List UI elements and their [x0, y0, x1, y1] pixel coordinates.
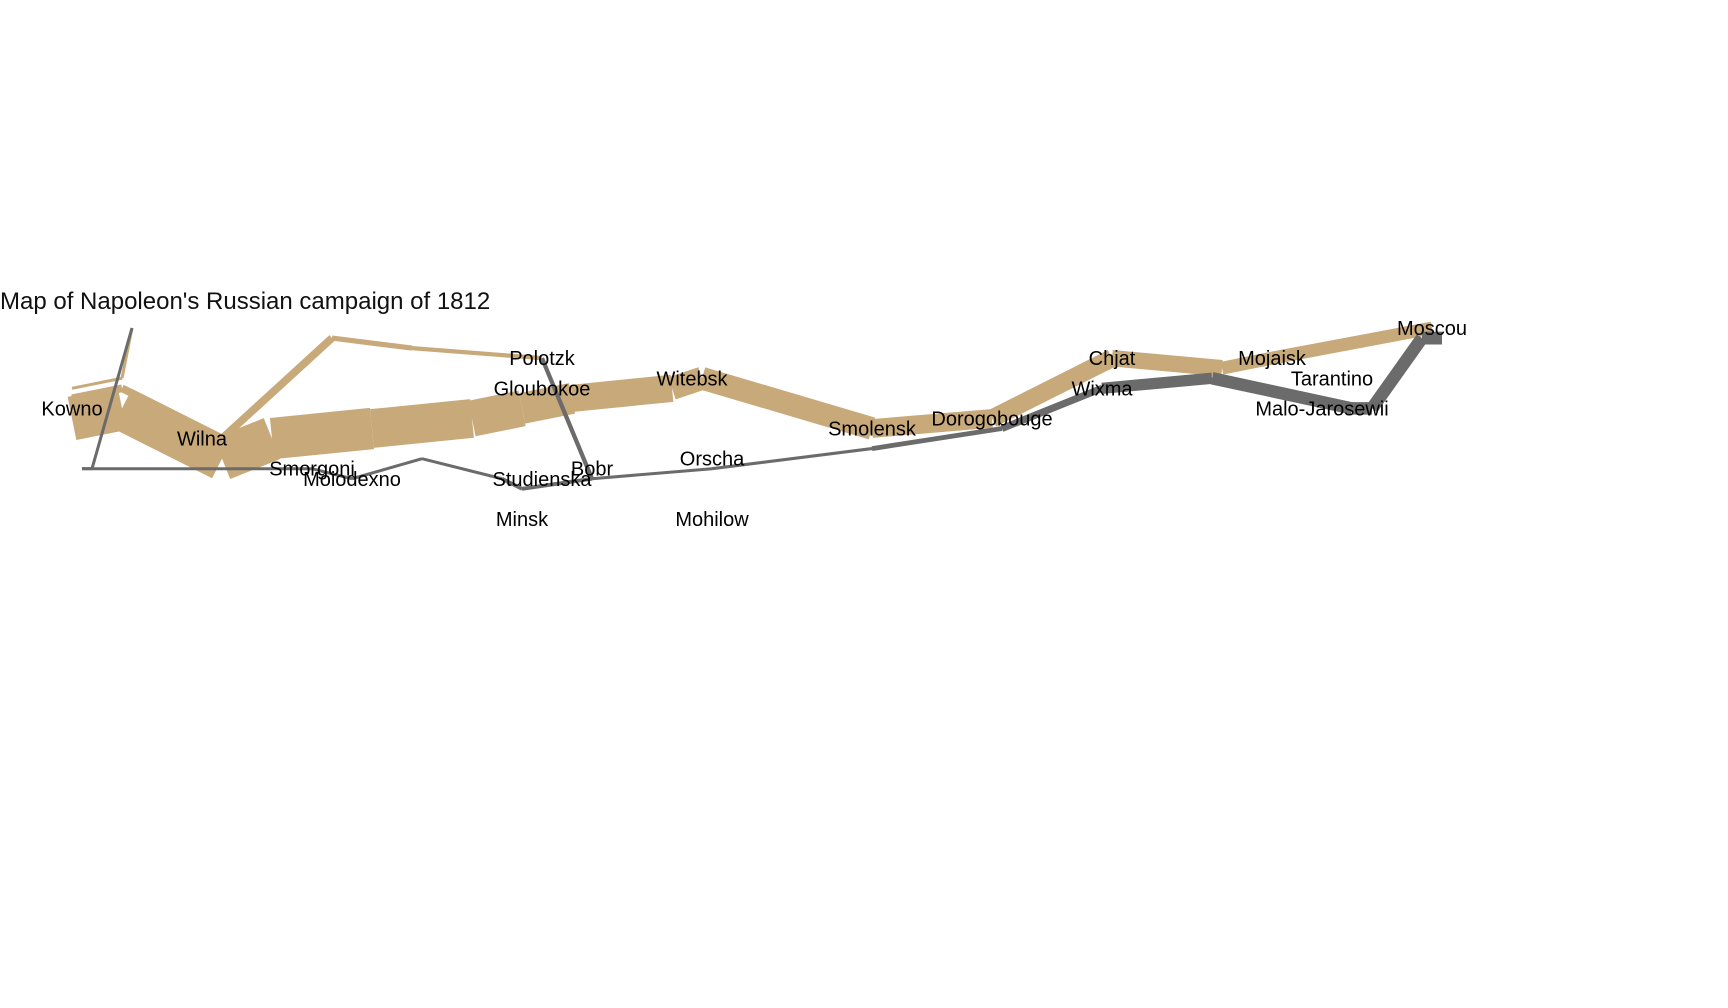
- advance-segment-group1-2: [213, 418, 281, 480]
- advance-segment-group1-0: [67, 386, 127, 441]
- retreat-segment-group2-2: [501, 477, 523, 491]
- advance-segment-group2-3: [331, 335, 413, 351]
- advance-segment-group1-4: [370, 399, 474, 448]
- retreat-segment-group1-3: [1210, 372, 1354, 415]
- retreat-segment-group1-7: [711, 447, 873, 471]
- city-label-mohilow: Mohilow: [675, 509, 749, 531]
- retreat-segment-group1-1: [1366, 334, 1428, 413]
- retreat-segment-group1-13: [311, 467, 353, 481]
- retreat-segment-group2-1: [521, 476, 593, 491]
- advance-segment-group1-9: [698, 367, 876, 440]
- advance-segment-group1-8: [668, 367, 706, 400]
- city-label-chjat: Chjat: [1089, 348, 1136, 370]
- city-label-polotzk: Polotzk: [509, 348, 576, 370]
- city-label-smolensk: Smolensk: [828, 419, 917, 441]
- advance-segment-group1-1: [112, 388, 232, 479]
- advance-segment-group2-2: [219, 335, 335, 442]
- city-label-malo-jarosewii: Malo-Jarosewii: [1255, 398, 1388, 420]
- map-title: Map of Napoleon's Russian campaign of 18…: [0, 288, 491, 315]
- advance-segment-group1-5: [468, 390, 526, 437]
- city-label-tarantino: Tarantino: [1291, 368, 1373, 390]
- city-label-bobr: Bobr: [571, 459, 614, 481]
- retreat-segment-group2-0: [540, 357, 594, 480]
- city-label-wilna: Wilna: [177, 429, 228, 451]
- retreat-segment-group1-12: [351, 457, 423, 481]
- advance-segment-group1-3: [269, 407, 375, 460]
- city-label-mojaisk: Mojaisk: [1238, 348, 1307, 370]
- retreat-segment-group1-6: [871, 426, 1003, 451]
- retreat-segment-group1-11: [421, 457, 503, 481]
- advance-segment-group1-14: [1270, 321, 1434, 365]
- retreat-segment-group1-8: [591, 467, 713, 481]
- advance-segment-group1-10: [871, 409, 993, 438]
- advance-segment-group2-1: [120, 384, 224, 443]
- retreat-segment-group1-4: [1101, 372, 1213, 394]
- advance-segment-group1-6: [518, 383, 576, 424]
- city-label-orscha: Orscha: [680, 449, 745, 471]
- city-label-studienska: Studienska: [493, 469, 593, 491]
- city-label-wixma: Wixma: [1071, 378, 1133, 400]
- city-label-minsk: Minsk: [496, 509, 549, 531]
- advance-segment-group3-0: [71, 376, 123, 390]
- city-label-smorgoni: Smorgoni: [269, 459, 355, 481]
- army-flow-layer: [67, 321, 1442, 491]
- city-label-dorogobouge: Dorogobouge: [931, 408, 1052, 430]
- retreat-segment-group3-0: [90, 327, 134, 470]
- advance-segment-group1-11: [987, 350, 1117, 427]
- city-label-kowno: Kowno: [41, 398, 102, 420]
- advance-segment-group1-7: [570, 374, 674, 412]
- advance-segment-group2-4: [411, 345, 543, 361]
- retreat-segment-group1-5: [1000, 384, 1104, 432]
- advance-segment-group1-12: [1111, 349, 1223, 377]
- city-label-witebsk: Witebsk: [656, 368, 728, 390]
- city-label-moscou: Moscou: [1397, 318, 1467, 340]
- advance-segment-group1-13: [1220, 351, 1274, 375]
- city-label-moiodexno: Moiodexno: [303, 469, 401, 491]
- city-label-gloubokoe: Gloubokoe: [494, 378, 591, 400]
